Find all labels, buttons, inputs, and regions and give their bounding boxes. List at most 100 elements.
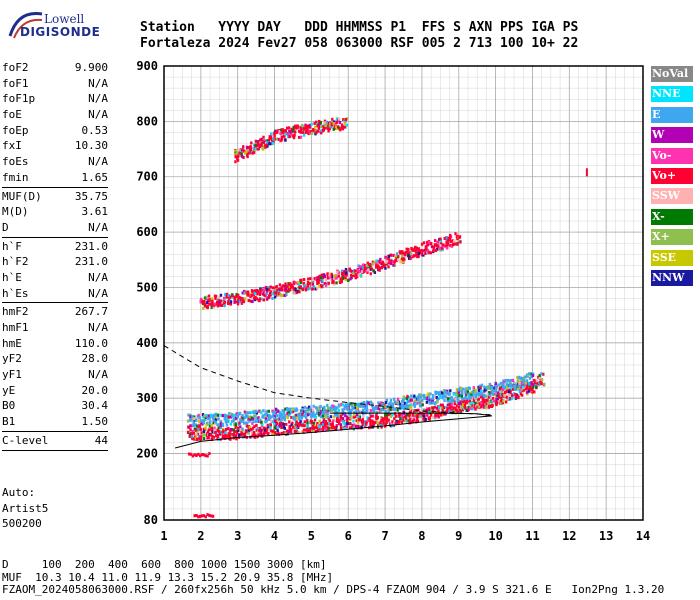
echo-point: [211, 514, 215, 518]
echo-point: [501, 385, 505, 389]
echo-point: [197, 413, 200, 417]
param-value: N/A: [88, 108, 108, 122]
echo-point: [448, 233, 452, 237]
echo-point: [500, 398, 503, 402]
echo-point: [392, 260, 395, 264]
echo-point: [387, 257, 390, 261]
logo-arc-icon: [8, 11, 43, 39]
echo-point: [305, 287, 308, 291]
echo-point: [342, 420, 345, 424]
echo-point: [277, 410, 280, 414]
echo-point: [221, 422, 225, 426]
echo-point: [233, 430, 236, 434]
echo-point: [310, 421, 314, 425]
echo-point: [501, 401, 505, 405]
param-separator: [2, 236, 108, 238]
echo-point: [494, 388, 498, 392]
echo-point: [309, 419, 313, 423]
echo-point: [333, 415, 336, 419]
param-value: N/A: [88, 76, 108, 90]
x-tick-label: 7: [381, 529, 388, 543]
echo-point: [371, 404, 374, 408]
echo-point: [406, 413, 410, 417]
echo-point: [278, 292, 281, 296]
echo-point: [220, 303, 223, 307]
echo-point: [304, 428, 308, 432]
param-value: N/A: [88, 220, 108, 234]
echo-point: [318, 408, 321, 412]
echo-point: [228, 433, 231, 437]
echo-point: [314, 277, 318, 281]
echo-point: [337, 422, 341, 426]
echo-point: [328, 419, 332, 423]
echo-point: [229, 422, 233, 426]
echo-point: [212, 421, 215, 425]
echo-point: [468, 395, 471, 399]
echo-point: [393, 417, 396, 421]
echo-point: [306, 408, 309, 412]
echo-point: [233, 416, 236, 420]
echo-point: [270, 429, 273, 433]
echo-point: [349, 413, 352, 417]
x-tick-label: 11: [525, 529, 539, 543]
echo-point: [501, 388, 505, 392]
x-tick-label: 1: [160, 529, 167, 543]
param-label: fxI: [2, 139, 22, 153]
echo-point: [194, 436, 198, 440]
echo-point: [321, 128, 325, 132]
echo-point: [214, 294, 218, 298]
echo-point: [201, 419, 204, 423]
echo-point: [355, 272, 358, 276]
param-value: 267.7: [74, 305, 108, 319]
echo-point: [415, 414, 418, 418]
echo-point: [335, 120, 339, 124]
echo-point: [340, 280, 343, 284]
echo-point: [329, 406, 332, 410]
echo-point: [528, 376, 532, 380]
echo-point: [453, 392, 456, 396]
echo-point: [531, 372, 535, 376]
echo-point: [247, 146, 250, 150]
echo-point: [378, 403, 382, 407]
echo-point: [332, 282, 336, 286]
echo-point: [364, 263, 367, 267]
param-row: foF1 N/A: [2, 76, 108, 92]
x-tick-label: 4: [271, 529, 278, 543]
param-row: M(D) 3.61: [2, 204, 108, 220]
echo-point: [228, 432, 232, 436]
y-tick-label: 80: [144, 513, 158, 527]
echo-point: [311, 287, 314, 291]
echo-point: [518, 381, 521, 385]
echo-point: [314, 287, 318, 291]
echo-point: [455, 391, 458, 395]
echo-point: [468, 392, 471, 396]
echo-point: [414, 399, 417, 403]
echo-point: [254, 420, 258, 424]
echo-point: [342, 118, 345, 122]
echo-point: [290, 428, 293, 432]
echo-point: [326, 403, 329, 407]
echo-point: [224, 436, 227, 440]
echo-point: [487, 391, 491, 395]
echo-point: [316, 286, 319, 290]
echo-point: [255, 297, 258, 301]
echo-point: [216, 413, 220, 417]
echo-point: [448, 409, 451, 413]
echo-point: [472, 386, 476, 390]
echo-point: [355, 413, 359, 417]
echo-point: [289, 410, 293, 414]
echo-point: [237, 299, 240, 303]
echo-point: [526, 390, 529, 394]
echo-point: [327, 281, 330, 285]
echo-point: [368, 418, 372, 422]
echo-point: [393, 408, 397, 412]
echo-point: [314, 430, 317, 434]
echo-point: [288, 135, 291, 139]
echo-point: [212, 435, 215, 439]
echo-point: [356, 406, 359, 410]
echo-point: [204, 418, 207, 422]
echo-point: [341, 409, 344, 413]
echo-point: [512, 384, 516, 388]
echo-point: [203, 414, 206, 418]
echo-point: [323, 412, 326, 416]
